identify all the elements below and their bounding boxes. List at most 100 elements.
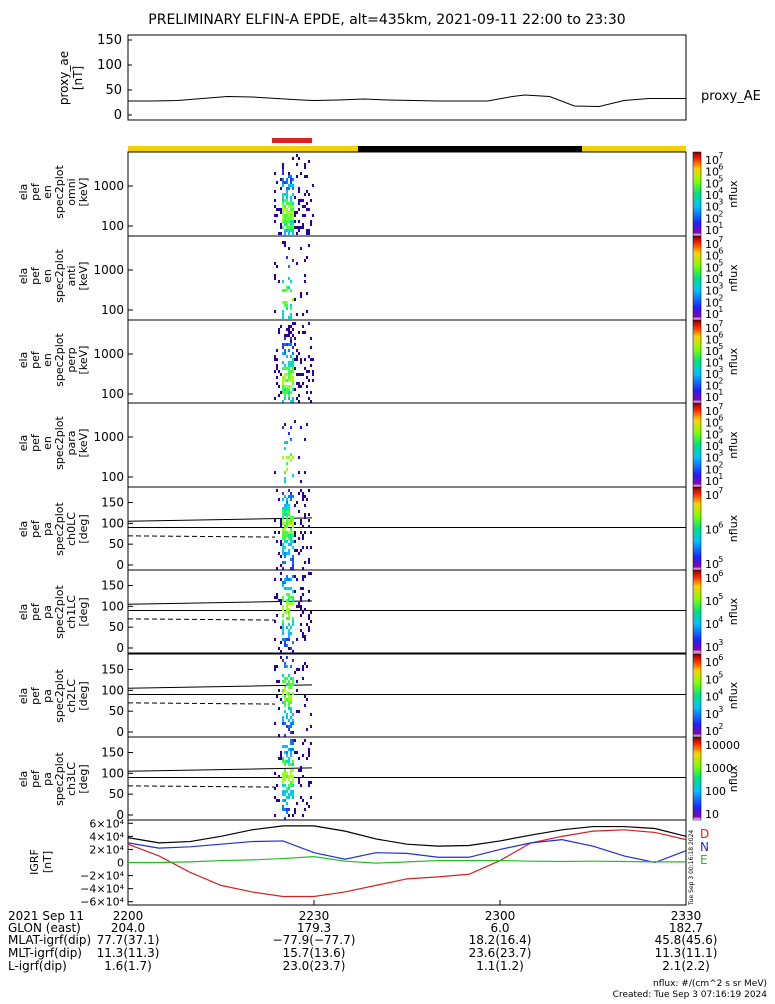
spectrogram-pixel bbox=[282, 626, 284, 629]
colorbar-tick-exponent: 7 bbox=[718, 235, 723, 244]
spectrogram-pixel bbox=[294, 549, 296, 552]
panel-axis-label: ch1LC bbox=[65, 595, 78, 629]
anti-loss-cone-line bbox=[127, 785, 276, 788]
spectrogram-pixel bbox=[294, 226, 296, 229]
colorbar-tick-label: 10 bbox=[705, 250, 719, 263]
spectrogram-pixel bbox=[274, 199, 276, 202]
spectrogram-pixel bbox=[292, 352, 294, 355]
spectrogram-pixel bbox=[280, 540, 282, 543]
spectrogram-pixel bbox=[274, 172, 276, 175]
spectrogram-pixel bbox=[284, 232, 286, 235]
colorbar-tick-label: 10 bbox=[705, 524, 719, 537]
table-cell: 11.3(11.1) bbox=[655, 946, 718, 960]
spectrogram-pixel bbox=[284, 689, 286, 692]
spectrogram-pixel bbox=[298, 456, 300, 459]
spectrogram-pixel bbox=[286, 665, 288, 668]
spectrogram-pixel bbox=[290, 492, 292, 495]
spectrogram-pixel bbox=[294, 751, 296, 754]
panel-axis-label: spec2plot bbox=[53, 249, 66, 303]
spectrogram-pixel bbox=[300, 172, 302, 175]
spectrogram-pixel bbox=[290, 784, 292, 787]
spectrogram-pixel bbox=[290, 578, 292, 581]
spectrogram-pixel bbox=[292, 364, 294, 367]
spectrogram-pixel bbox=[284, 301, 286, 304]
spectrogram-pixel bbox=[286, 802, 288, 805]
spectrogram-pixel bbox=[286, 725, 288, 728]
spectrogram-pixel bbox=[290, 531, 292, 534]
spectrogram-pixel bbox=[290, 543, 292, 546]
spectrogram-pixel bbox=[290, 226, 292, 229]
spectrogram-pixel bbox=[282, 214, 284, 217]
spectrogram-pixel bbox=[290, 385, 292, 388]
colorbar-tick-label: 10 bbox=[705, 322, 719, 335]
spectrogram-pixel bbox=[306, 190, 308, 193]
colorbar-tick-exponent: 1 bbox=[718, 305, 723, 314]
colorbar-tick-label: 10 bbox=[705, 334, 719, 347]
colorbar-tick-label: 10 bbox=[705, 357, 719, 370]
spectrogram-pixel bbox=[282, 202, 284, 205]
spectrogram-pixel bbox=[288, 187, 290, 190]
spectrogram-pixel bbox=[282, 659, 284, 662]
spectrogram-pixel bbox=[286, 644, 288, 647]
y-tick-label: 100 bbox=[101, 766, 124, 780]
spectrogram-pixel bbox=[284, 555, 286, 558]
spectrogram-pixel bbox=[304, 739, 306, 742]
spectrogram-pixel bbox=[288, 394, 290, 397]
spectrogram-pixel bbox=[290, 400, 292, 403]
spectrogram-pixel bbox=[300, 796, 302, 799]
spectrogram-pixel bbox=[308, 781, 310, 784]
spectrogram-pixel bbox=[278, 647, 280, 650]
colorbar-tick-exponent: 6 bbox=[718, 331, 723, 340]
table-cell: 6.0 bbox=[490, 921, 509, 935]
panel-axis-label: pa bbox=[41, 522, 54, 536]
spectrogram-pixel bbox=[290, 337, 292, 340]
spectrogram-pixel bbox=[296, 211, 298, 214]
spectrogram-pixel bbox=[308, 748, 310, 751]
spectrogram-pixel bbox=[286, 605, 288, 608]
spectrogram-pixel bbox=[282, 805, 284, 808]
spectrogram-pixel bbox=[284, 304, 286, 307]
spectrogram-pixel bbox=[284, 680, 286, 683]
spectrogram-pixel bbox=[288, 704, 290, 707]
igrf-legend-item: E bbox=[700, 853, 708, 867]
spectrogram-pixel bbox=[290, 202, 292, 205]
spectrogram-pixel bbox=[290, 325, 292, 328]
spectrogram-pixel bbox=[276, 567, 278, 570]
spectrogram-pixel bbox=[294, 522, 296, 525]
colorbar-tick-exponent: 4 bbox=[718, 354, 723, 363]
spectrogram-pixel bbox=[294, 811, 296, 814]
colorbar-tick-exponent: 6 bbox=[718, 569, 723, 578]
spectrogram-pixel bbox=[286, 578, 288, 581]
spectrogram-pixel bbox=[274, 471, 276, 474]
spectrogram-pixel bbox=[280, 187, 282, 190]
spectrogram-pixel bbox=[274, 796, 276, 799]
panel-axis-label: pef bbox=[29, 350, 42, 369]
spectrogram-pixel bbox=[288, 217, 290, 220]
spectrogram-pixel bbox=[284, 734, 286, 737]
panel-axis-label: en bbox=[41, 353, 54, 367]
spectrogram-pixel bbox=[284, 677, 286, 680]
colorbar-tick-exponent: 6 bbox=[718, 163, 723, 172]
spectrogram-pixel bbox=[288, 205, 290, 208]
colorbar-tick-label: 10 bbox=[705, 452, 719, 465]
spectrogram-pixel bbox=[284, 578, 286, 581]
spectrogram-pixel bbox=[290, 199, 292, 202]
spectrogram-pixel bbox=[288, 611, 290, 614]
colorbar bbox=[692, 569, 702, 654]
loss-cone-line bbox=[127, 517, 313, 522]
spectrogram-pixel bbox=[292, 623, 294, 626]
spectrogram-pixel bbox=[292, 748, 294, 751]
spectrogram-pixel bbox=[282, 519, 284, 522]
y-tick-label: 150 bbox=[97, 33, 122, 48]
panel-axis-label: en bbox=[41, 436, 54, 450]
spectrogram-pixel bbox=[292, 226, 294, 229]
spectrogram-pixel bbox=[284, 199, 286, 202]
spectrogram-pixel bbox=[290, 707, 292, 710]
spectrogram-pixel bbox=[308, 208, 310, 211]
spectrogram-pixel bbox=[286, 190, 288, 193]
spectrogram-pixel bbox=[284, 790, 286, 793]
spectrogram-pixel bbox=[286, 355, 288, 358]
colorbar-tick-exponent: 5 bbox=[718, 258, 723, 267]
spectrogram-pixel bbox=[312, 379, 314, 382]
spectrogram-pixel bbox=[288, 787, 290, 790]
